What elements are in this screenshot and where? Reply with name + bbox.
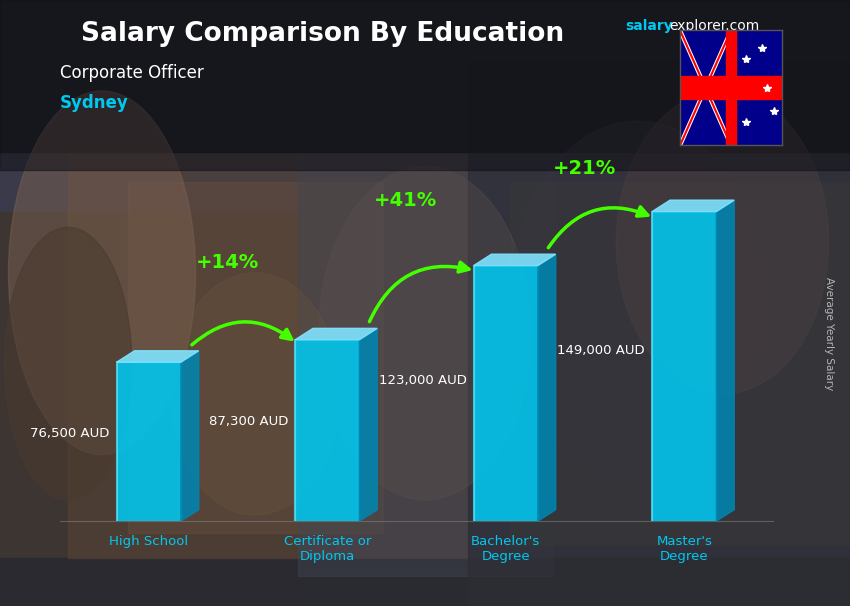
Polygon shape (717, 200, 734, 521)
Polygon shape (473, 265, 538, 521)
Bar (298, 91, 552, 576)
Bar (510, 182, 850, 545)
Bar (128, 182, 382, 533)
Bar (0, 0, 850, 170)
Bar (0, 0, 850, 152)
Text: Salary Comparison By Education: Salary Comparison By Education (82, 21, 564, 47)
Text: 149,000 AUD: 149,000 AUD (558, 344, 645, 358)
Text: salary: salary (625, 19, 672, 33)
Bar (680, 76, 782, 99)
Text: Sydney: Sydney (60, 94, 128, 112)
Text: explorer.com: explorer.com (669, 19, 759, 33)
Polygon shape (295, 328, 377, 340)
Bar (468, 61, 850, 606)
Ellipse shape (8, 91, 196, 454)
Text: 87,300 AUD: 87,300 AUD (208, 415, 288, 428)
Text: 123,000 AUD: 123,000 AUD (378, 374, 467, 387)
Polygon shape (473, 254, 556, 265)
Polygon shape (295, 340, 360, 521)
Ellipse shape (510, 121, 765, 485)
Bar (726, 30, 736, 145)
Ellipse shape (4, 227, 132, 500)
Bar (728, 30, 734, 145)
Ellipse shape (319, 167, 531, 500)
Polygon shape (116, 351, 199, 362)
Text: +14%: +14% (196, 253, 259, 272)
Text: 76,500 AUD: 76,500 AUD (30, 427, 110, 440)
Ellipse shape (170, 273, 340, 515)
Polygon shape (538, 254, 556, 521)
Polygon shape (116, 362, 181, 521)
Polygon shape (360, 328, 377, 521)
Polygon shape (652, 211, 717, 521)
Bar (680, 80, 782, 96)
Text: Average Yearly Salary: Average Yearly Salary (824, 277, 834, 390)
Ellipse shape (616, 91, 829, 394)
Polygon shape (652, 200, 734, 211)
Text: +21%: +21% (552, 159, 616, 178)
Bar (0, 212, 298, 606)
Bar (68, 152, 468, 558)
Text: +41%: +41% (374, 190, 438, 210)
Bar (0, 558, 850, 606)
Polygon shape (181, 351, 199, 521)
Text: Corporate Officer: Corporate Officer (60, 64, 203, 82)
